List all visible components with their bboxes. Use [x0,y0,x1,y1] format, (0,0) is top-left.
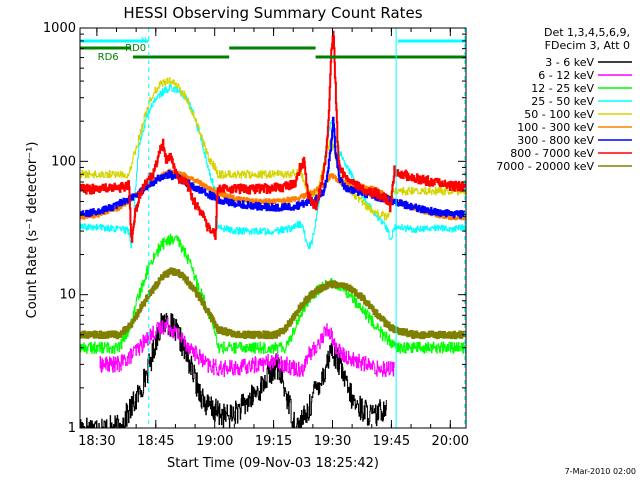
series-line-300-800-kev [80,116,466,219]
legend-label-100-300-kev: 100 - 300 keV [517,121,594,134]
y-tick-label: 1 [68,421,76,436]
x-tick-label: 19:45 [373,434,410,449]
series-line-12-25-kev [80,233,466,354]
series-line-50-100-kev [80,77,466,221]
legend-header-line: FDecim 3, Att 0 [545,39,630,52]
series-line-7000-20000-kev [80,267,466,340]
series-300-800-kev [80,116,466,219]
x-tick-label: 19:15 [255,434,292,449]
series-line-3-6-kev [80,313,387,428]
x-tick-label: 20:00 [432,434,469,449]
x-tick-label: 19:30 [314,434,351,449]
series-25-50-kev [80,83,466,250]
series-line-800-7000-kev [80,30,466,243]
legend-label-50-100-kev: 50 - 100 keV [524,108,594,121]
legend-label-300-800-kev: 300 - 800 keV [517,134,594,147]
legend: Det 1,3,4,5,6,9,FDecim 3, Att 0 3 - 6 keV… [496,26,632,173]
x-tick-label: 19:00 [196,434,233,449]
series-line-25-50-kev [80,83,466,250]
series-3-6-kev [80,313,387,428]
legend-label-7000-20000-kev: 7000 - 20000 keV [496,160,594,173]
axis-ticks: 18:30 18:45 19:00 19:15 19:30 19:45 20:00 1 10 10… [43,21,469,449]
overlay-layer [80,28,466,428]
chart-title: HESSI Observing Summary Count Rates [123,4,422,22]
legend-label-25-50-kev: 25 - 50 keV [531,95,594,108]
y-tick-label: 100 [51,154,76,169]
x-tick-label: 18:30 [78,434,115,449]
y-axis-label: Count Rate (s⁻¹ detector⁻¹) [25,142,40,319]
legend-header-line: Det 1,3,4,5,6,9, [544,26,630,39]
legend-label-800-7000-kev: 800 - 7000 keV [510,147,594,160]
y-tick-label: 10 [59,288,76,303]
x-tick-label: 18:45 [137,434,174,449]
flag-label-rd6: RD6 [98,52,119,63]
series-800-7000-kev [80,30,466,243]
flag-label-rd0: RD0 [125,43,146,54]
plot-frame [79,27,467,429]
legend-label-3-6-kev: 3 - 6 keV [545,56,594,69]
footer-timestamp: 7-Mar-2010 02:00 [565,467,636,476]
series-7000-20000-kev [80,267,466,340]
y-tick-label: 1000 [43,21,76,36]
series-50-100-kev [80,77,466,221]
legend-label-6-12-kev: 6 - 12 keV [538,69,594,82]
series-12-25-kev [80,233,466,354]
legend-label-12-25-kev: 12 - 25 keV [531,82,594,95]
series-layer [80,30,466,428]
x-axis-label: Start Time (09-Nov-03 18:25:42) [167,456,379,471]
flag-label-n: N [141,36,147,45]
